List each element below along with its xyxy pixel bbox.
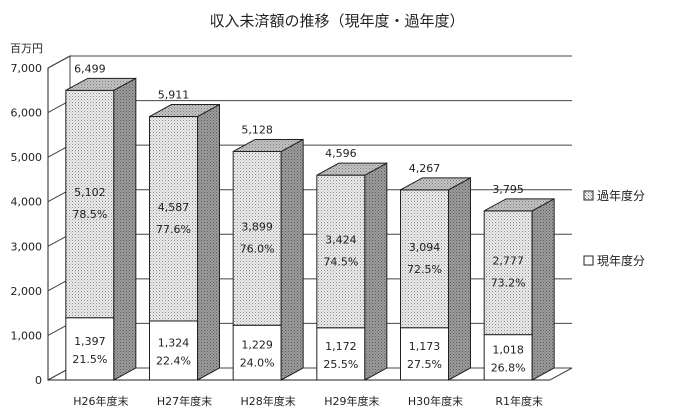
legend-item-past-year: 過年度分 <box>583 188 645 203</box>
past-year-value-label: 2,777 <box>492 255 524 268</box>
total-value-label: 3,795 <box>492 183 524 196</box>
current-year-pct-label: 27.5% <box>407 358 442 371</box>
past-year-value-label: 3,899 <box>241 220 273 233</box>
bar-group: 5,128 3,899 76.0% 1,229 24.0% <box>232 123 304 381</box>
y-axis-unit: 百万円 <box>10 42 43 55</box>
gridline-diagonal <box>47 55 71 69</box>
current-year-pct-label: 26.8% <box>491 361 526 374</box>
past-year-pct-label: 77.6% <box>156 223 191 236</box>
bar-group: 4,267 3,094 72.5% 1,173 27.5% <box>400 162 471 381</box>
bar-past-year <box>316 174 366 329</box>
past-year-value-label: 4,587 <box>158 201 190 214</box>
y-tick-label: 0 <box>35 374 42 387</box>
bar-top-face <box>65 77 137 91</box>
total-value-label: 4,596 <box>325 147 357 160</box>
bar-current-year <box>316 327 366 381</box>
current-year-value-label: 1,173 <box>409 340 441 353</box>
chart-title: 収入未済額の推移（現年度・過年度） <box>209 12 464 30</box>
bar-top-face <box>232 138 304 152</box>
past-year-value-label: 5,102 <box>74 186 106 199</box>
current-year-pct-label: 25.5% <box>323 358 358 371</box>
past-year-pct-label: 73.2% <box>491 277 526 290</box>
bar-side-face <box>364 162 388 381</box>
past-year-pct-label: 72.5% <box>407 263 442 276</box>
bar-current-year <box>232 324 282 381</box>
current-year-value-label: 1,229 <box>241 339 273 352</box>
bar-group: 5,911 4,587 77.6% 1,324 22.4% <box>149 89 220 381</box>
total-value-label: 5,911 <box>158 89 190 102</box>
total-value-label: 4,267 <box>409 162 441 175</box>
x-category-label: H28年度末 <box>241 394 296 408</box>
bar-current-year <box>65 317 115 381</box>
bar-side-face <box>531 198 555 381</box>
current-year-value-label: 1,397 <box>74 335 106 348</box>
past-year-pct-label: 76.0% <box>240 242 275 255</box>
legend-item-current-year: 現年度分 <box>583 253 645 268</box>
x-category-label: H30年度末 <box>408 394 463 408</box>
y-tick-labels: 0 1,000 2,000 3,000 4,000 5,000 6,000 7,000 <box>11 62 550 387</box>
bar-side-face <box>448 176 471 381</box>
current-year-value-label: 1,324 <box>158 336 190 349</box>
bar-past-year <box>232 150 282 326</box>
bar-past-year <box>483 210 533 336</box>
bars: 6,499 5,102 78.5% 1,397 21.5% 5,911 4,587 77.6%… <box>65 62 555 381</box>
bar-group: 4,596 3,424 74.5% 1,172 25.5% <box>316 147 388 381</box>
y-tick-label: 7,000 <box>11 62 43 75</box>
current-year-value-label: 1,172 <box>325 340 357 353</box>
bar-top-face <box>316 162 388 176</box>
total-value-label: 5,128 <box>241 123 273 136</box>
bar-side-face <box>280 138 304 381</box>
current-year-pct-label: 21.5% <box>72 353 107 366</box>
past-year-pct-label: 74.5% <box>323 255 358 268</box>
bar-top-face <box>400 177 471 191</box>
bar-top-face <box>483 198 555 212</box>
y-tick-label: 2,000 <box>11 285 43 298</box>
x-category-label: H29年度末 <box>324 394 379 408</box>
y-tick-label: 1,000 <box>11 329 43 342</box>
bar-top-face <box>149 104 220 118</box>
bar-current-year <box>149 320 198 381</box>
current-year-value-label: 1,018 <box>492 343 524 356</box>
x-category-label: R1年度末 <box>495 394 543 408</box>
bar-past-year <box>65 89 115 319</box>
current-year-pct-label: 24.0% <box>240 357 275 370</box>
bar-past-year <box>149 116 198 322</box>
past-year-pct-label: 78.5% <box>72 208 107 221</box>
y-tick-label: 5,000 <box>11 151 43 164</box>
legend-label: 過年度分 <box>597 188 645 203</box>
bar-group: 3,795 2,777 73.2% 1,018 26.8% <box>483 183 555 381</box>
y-tick-label: 4,000 <box>11 196 43 209</box>
x-category-label: H27年度末 <box>157 394 212 408</box>
bar-past-year <box>400 189 449 329</box>
past-year-value-label: 3,094 <box>409 241 441 254</box>
category-labels: H26年度末 H27年度末 H28年度末 H29年度末 H30年度末 R1年度末 <box>73 394 543 408</box>
legend-label: 現年度分 <box>597 253 645 268</box>
y-tick-label: 3,000 <box>11 240 43 253</box>
legend-swatch <box>583 255 594 266</box>
bar-group: 6,499 5,102 78.5% 1,397 21.5% <box>65 62 137 381</box>
past-year-value-label: 3,424 <box>325 233 357 246</box>
bar-side-face <box>197 103 220 381</box>
legend-swatch <box>583 190 594 201</box>
x-category-label: H26年度末 <box>73 394 128 408</box>
bar-side-face <box>113 77 137 381</box>
total-value-label: 6,499 <box>74 62 106 75</box>
y-tick-label: 6,000 <box>11 107 43 120</box>
current-year-pct-label: 22.4% <box>156 354 191 367</box>
bar-current-year <box>400 327 449 381</box>
